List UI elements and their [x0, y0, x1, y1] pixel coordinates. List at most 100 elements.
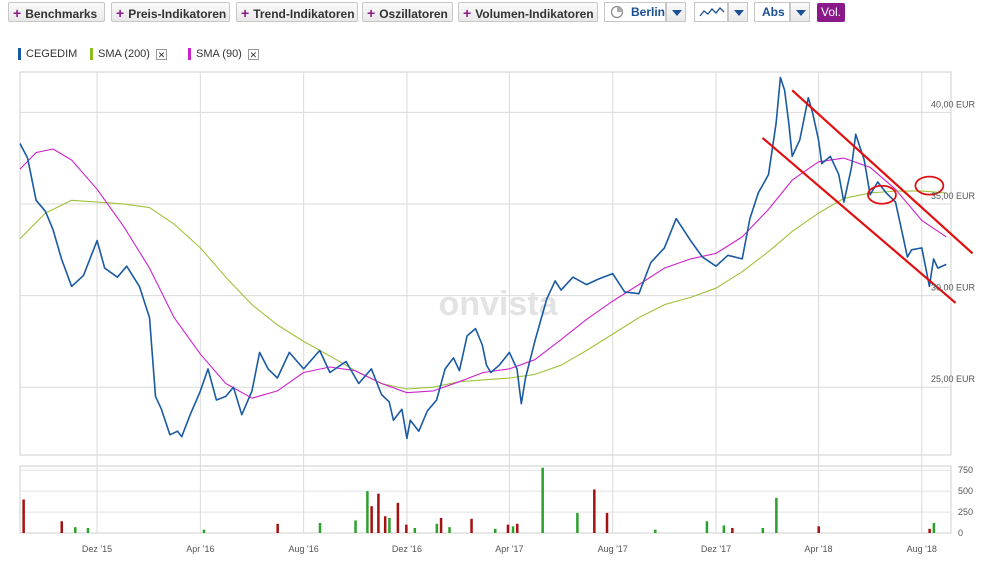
volume-bar [366, 491, 369, 533]
volume-bar [932, 522, 936, 533]
x-tick-label: Apr '16 [186, 544, 214, 554]
volume-tick-label: 0 [958, 528, 963, 538]
x-tick-label: Dez '16 [392, 544, 422, 554]
volume-bar [593, 489, 596, 533]
y-tick-label: 30,00 EUR [931, 283, 976, 293]
volumen-indikatoren-button[interactable]: + Volumen-Indikatoren [458, 2, 598, 22]
legend-swatch [18, 48, 21, 61]
exchange-value: Berlin [631, 5, 666, 19]
volume-bar [576, 512, 579, 533]
annotation-circle [867, 184, 897, 205]
volume-tick-label: 500 [958, 486, 973, 496]
volumen-indikatoren-label: Volumen-Indikatoren [475, 7, 594, 21]
volume-bar [731, 527, 734, 533]
preis-indikatoren-button[interactable]: + Preis-Indikatoren [111, 2, 230, 22]
preis-indikatoren-label: Preis-Indikatoren [128, 7, 227, 21]
volume-bar [405, 524, 408, 533]
x-tick-label: Dez '17 [701, 544, 731, 554]
benchmarks-label: Benchmarks [25, 7, 98, 21]
legend-swatch [90, 48, 93, 61]
volume-bar [377, 493, 380, 533]
x-tick-label: Apr '18 [804, 544, 832, 554]
volume-bar [413, 527, 417, 533]
toolbar: + Benchmarks + Preis-Indikatoren + Trend-In… [0, 0, 1002, 26]
x-tick-label: Dez '15 [82, 544, 112, 554]
volume-bar [470, 518, 473, 533]
exchange-dropdown-icon[interactable] [666, 2, 686, 22]
volume-bar [448, 527, 451, 533]
volume-bar [22, 499, 25, 533]
chart-axes: 25,00 EUR 30,00 EUR 35,00 EUR 40,00 EUR 0 250… [82, 99, 976, 554]
volume-bar [202, 529, 206, 533]
exchange-select[interactable]: Berlin [604, 2, 666, 22]
volume-toggle-button[interactable]: Vol. [817, 3, 845, 22]
remove-sma90-icon[interactable]: ✕ [247, 48, 259, 60]
volume-bar [775, 497, 778, 533]
volume-bar [396, 502, 400, 533]
y-tick-label: 35,00 EUR [931, 191, 976, 201]
volume-bar [722, 525, 726, 533]
plus-icon: + [13, 5, 22, 21]
volume-bar [511, 526, 515, 533]
plus-icon: + [367, 5, 376, 21]
trend-channel-line [761, 137, 957, 304]
volume-chart [22, 467, 936, 533]
volume-bar [516, 523, 519, 533]
volume-bar [383, 516, 387, 533]
volume-bar [705, 521, 709, 533]
volume-bar [494, 528, 497, 533]
legend-swatch [188, 48, 191, 61]
volume-tick-label: 250 [958, 507, 973, 517]
trend-annotations [761, 89, 974, 304]
plus-icon: + [463, 5, 472, 21]
chart-series [19, 76, 947, 440]
volume-bar [506, 524, 510, 533]
y-tick-label: 40,00 EUR [931, 99, 976, 109]
volume-bar [370, 506, 373, 533]
trend-indikatoren-button[interactable]: + Trend-Indikatoren [236, 2, 358, 22]
volume-bar [541, 467, 544, 533]
line-chart-icon [699, 7, 725, 17]
legend-item-sma200: SMA (200) ✕ [90, 46, 167, 62]
chart-type-dropdown-icon[interactable] [728, 2, 748, 22]
legend-label: CEGEDIM [26, 48, 78, 60]
price-line [19, 76, 947, 440]
watermark-text: onvista [438, 285, 558, 323]
y-tick-label: 25,00 EUR [931, 374, 976, 384]
volume-bar [654, 529, 657, 533]
benchmarks-button[interactable]: + Benchmarks [8, 2, 105, 22]
x-tick-label: Aug '17 [598, 544, 628, 554]
clock-icon [610, 5, 624, 19]
remove-sma200-icon[interactable]: ✕ [155, 48, 167, 60]
trend-channel-line [791, 89, 974, 255]
oszillatoren-button[interactable]: + Oszillatoren [362, 2, 453, 22]
volume-bar [761, 527, 765, 533]
volume-bar [74, 527, 77, 533]
legend-label: SMA (200) [98, 48, 150, 60]
volume-bar [388, 517, 391, 533]
x-tick-label: Aug '16 [289, 544, 319, 554]
scale-value: Abs [762, 5, 785, 19]
volume-bar [928, 528, 931, 533]
chart-type-select[interactable] [694, 2, 728, 22]
volume-tick-label: 750 [958, 465, 973, 475]
legend-item-sma90: SMA (90) ✕ [188, 46, 259, 62]
legend-label: SMA (90) [196, 48, 242, 60]
scale-dropdown-icon[interactable] [790, 2, 810, 22]
sma200-line [19, 190, 947, 390]
sma90-line [19, 148, 947, 399]
volume-bar [318, 522, 322, 533]
legend-item-cegedim: CEGEDIM [18, 46, 77, 62]
volume-bar [276, 523, 279, 533]
volume-bar [354, 520, 357, 533]
volume-bar [435, 523, 439, 533]
x-tick-label: Apr '17 [495, 544, 523, 554]
x-tick-label: Aug '18 [907, 544, 937, 554]
oszillatoren-label: Oszillatoren [379, 7, 448, 21]
chart-grid [19, 71, 952, 534]
trend-indikatoren-label: Trend-Indikatoren [253, 7, 355, 21]
scale-select[interactable]: Abs [754, 2, 790, 22]
price-plot-frame [19, 71, 952, 456]
volume-plot-frame [19, 465, 952, 534]
